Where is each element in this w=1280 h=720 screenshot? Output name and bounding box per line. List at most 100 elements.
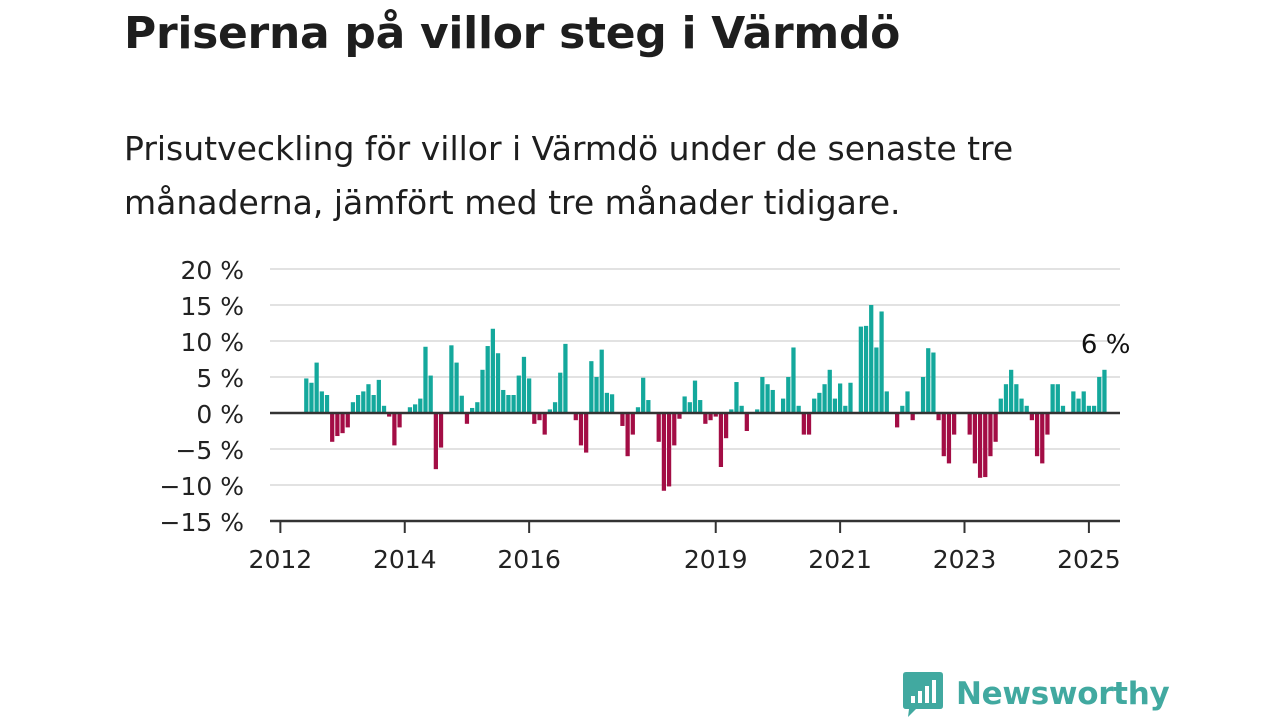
bar xyxy=(330,413,335,442)
bar xyxy=(791,347,796,413)
bar xyxy=(1029,413,1035,421)
bar xyxy=(449,345,454,413)
bar xyxy=(713,413,718,417)
bar xyxy=(827,369,832,413)
bar xyxy=(832,398,838,413)
y-tick-label: −15 % xyxy=(160,508,244,537)
bar xyxy=(304,378,309,413)
bar xyxy=(604,392,610,413)
x-tick-label: 2019 xyxy=(684,545,748,574)
bar xyxy=(900,405,905,413)
bar xyxy=(594,377,599,413)
bar xyxy=(687,402,692,413)
bar xyxy=(786,377,791,413)
x-tick-label: 2012 xyxy=(249,545,313,574)
bar xyxy=(1060,405,1066,413)
bar xyxy=(542,413,547,435)
x-tick-label: 2016 xyxy=(497,545,561,574)
bar xyxy=(806,413,812,435)
bar xyxy=(552,402,558,413)
bar xyxy=(946,413,952,464)
bar xyxy=(371,395,376,413)
bar xyxy=(739,405,744,413)
bar xyxy=(511,395,516,413)
bar xyxy=(345,413,350,428)
x-tick-label: 2025 xyxy=(1057,545,1121,574)
bar xyxy=(438,413,444,448)
bar xyxy=(692,380,698,413)
bar xyxy=(1050,384,1055,413)
bar xyxy=(718,413,724,467)
bar xyxy=(666,413,672,487)
bar xyxy=(910,413,915,421)
bar xyxy=(780,398,786,413)
x-axis-ticks: 2012 2014 2016 2019 2021 2023 2025 xyxy=(249,521,1121,574)
x-tick-label: 2021 xyxy=(808,545,872,574)
brand-name: Newsworthy xyxy=(956,676,1170,712)
y-tick-label: 15 % xyxy=(180,292,244,321)
bar xyxy=(433,413,438,470)
newsworthy-logo: Newsworthy xyxy=(902,670,1170,718)
bar xyxy=(926,348,931,413)
y-tick-label: −5 % xyxy=(175,436,244,465)
bar xyxy=(760,377,765,413)
bar xyxy=(941,413,946,457)
bar xyxy=(1091,405,1097,413)
bar xyxy=(817,392,822,413)
bar xyxy=(516,375,521,413)
bar xyxy=(625,413,630,457)
bar xyxy=(838,383,843,413)
bar xyxy=(884,391,889,413)
bar xyxy=(988,413,993,457)
bar xyxy=(1040,413,1045,464)
bar xyxy=(765,384,770,413)
bar xyxy=(620,413,625,426)
bar xyxy=(863,325,869,413)
bar xyxy=(350,402,356,413)
bar xyxy=(812,398,817,413)
bar xyxy=(931,352,936,413)
bar xyxy=(1081,391,1086,413)
bar xyxy=(801,413,806,435)
bar xyxy=(703,413,708,424)
bar xyxy=(1003,384,1009,413)
y-tick-label: 0 % xyxy=(196,400,244,429)
chart-title: Priserna på villor steg i Värmdö xyxy=(124,8,901,59)
y-tick-label: 10 % xyxy=(180,328,244,357)
bar xyxy=(744,413,749,431)
bar xyxy=(729,409,734,413)
bar xyxy=(381,405,387,413)
bar xyxy=(858,326,863,413)
bar xyxy=(1102,369,1107,413)
bar xyxy=(977,413,983,478)
bar xyxy=(558,372,563,413)
bar xyxy=(563,343,568,413)
bar xyxy=(1019,398,1024,413)
chart-subtitle: Prisutveckling för villor i Värmdö under… xyxy=(124,129,1014,222)
bar xyxy=(366,384,371,413)
bar xyxy=(635,407,641,413)
bar xyxy=(661,413,667,491)
bar xyxy=(387,413,392,417)
bar xyxy=(1009,369,1014,413)
bar xyxy=(677,413,682,419)
bar xyxy=(936,413,941,421)
bar xyxy=(506,395,511,413)
bar xyxy=(314,362,319,413)
bar xyxy=(843,405,848,413)
bar xyxy=(708,413,713,421)
bar xyxy=(770,389,775,413)
bar xyxy=(584,413,589,453)
bar xyxy=(1076,398,1081,413)
bar xyxy=(407,407,413,413)
bar xyxy=(475,402,480,413)
bar xyxy=(734,382,739,413)
bar xyxy=(682,396,687,413)
bar xyxy=(485,346,490,413)
bar xyxy=(1024,405,1029,413)
bar xyxy=(355,395,361,413)
bar xyxy=(418,398,423,413)
bar xyxy=(392,413,397,446)
bars xyxy=(304,305,1107,491)
bar xyxy=(723,413,729,439)
